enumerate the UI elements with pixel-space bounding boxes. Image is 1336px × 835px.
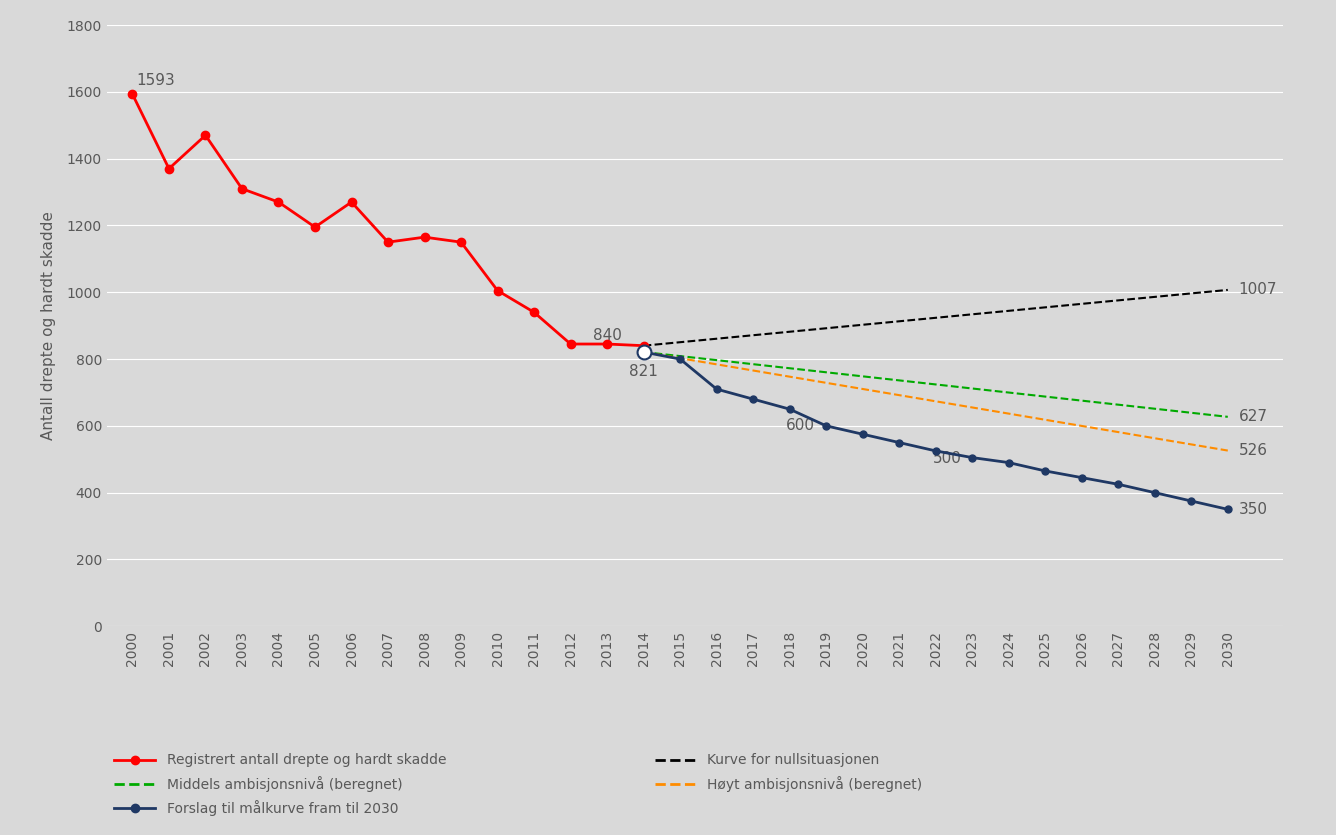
Text: 500: 500 <box>933 451 962 466</box>
Text: 627: 627 <box>1238 409 1268 424</box>
Legend: Kurve for nullsituasjonen, Høyt ambisjonsnivå (beregnet): Kurve for nullsituasjonen, Høyt ambisjon… <box>655 753 923 792</box>
Text: 1007: 1007 <box>1238 282 1277 297</box>
Text: 350: 350 <box>1238 502 1268 517</box>
Text: 821: 821 <box>629 364 659 379</box>
Text: 600: 600 <box>786 418 815 433</box>
Text: 526: 526 <box>1238 443 1268 458</box>
Text: 1593: 1593 <box>136 73 175 89</box>
Text: 840: 840 <box>593 327 621 342</box>
Y-axis label: Antall drepte og hardt skadde: Antall drepte og hardt skadde <box>40 211 56 440</box>
